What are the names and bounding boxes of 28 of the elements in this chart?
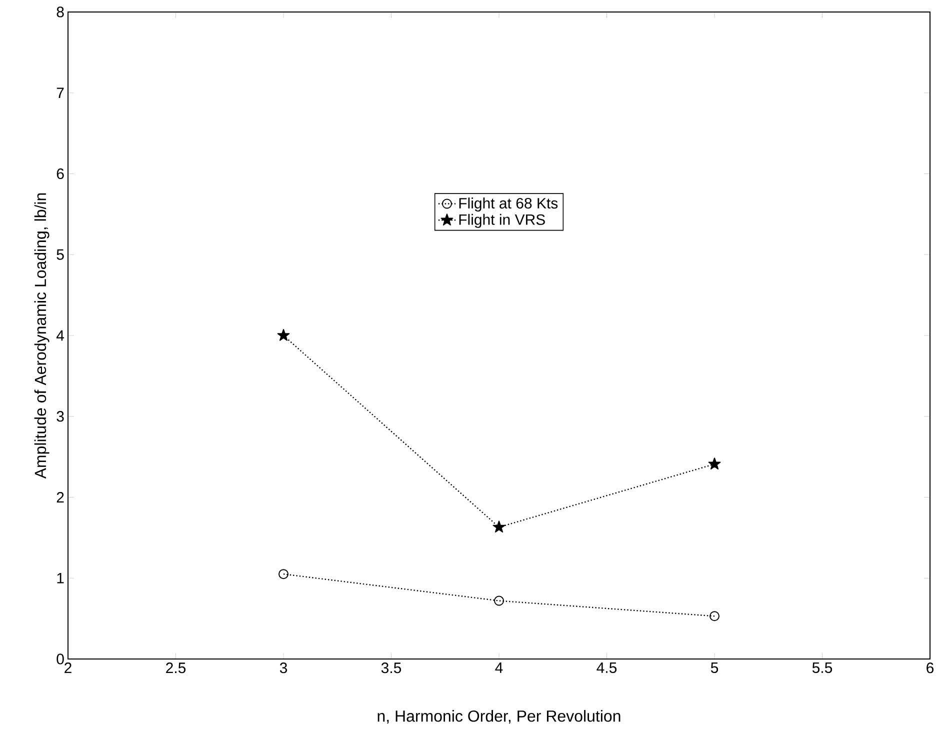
y-tick-label: 4	[56, 330, 64, 341]
point	[278, 569, 288, 580]
y-tick-label: 5	[56, 249, 64, 260]
y-tick-label: 1	[57, 572, 64, 584]
point	[277, 328, 290, 341]
point	[492, 520, 506, 533]
y-tick-label: 0	[56, 654, 64, 664]
x-tick-label: 6	[926, 662, 934, 674]
y-tick-label: 2	[56, 492, 64, 502]
legend-label: Flight in VRS	[459, 214, 545, 228]
x-tick-label: 3	[280, 662, 288, 674]
legend-label: Flight at 68 Kts	[459, 198, 558, 212]
point	[710, 611, 720, 622]
y-tick-label: 7	[56, 88, 64, 98]
x-tick-label: 4	[495, 662, 503, 673]
y-tick-label: 6	[56, 168, 64, 180]
y-tick-label: 3	[56, 411, 64, 422]
x-tick-label: 2.5	[166, 662, 186, 674]
point	[708, 458, 721, 470]
point	[494, 596, 504, 606]
x-tick-label: 3.5	[381, 662, 402, 674]
x-tick-label: 4.5	[596, 662, 617, 673]
x-tick-label: 5.5	[812, 662, 832, 673]
x-tick-label: 2	[64, 662, 72, 674]
y-axis-title: Amplitude of Aerodynamic Loading, lb/in	[34, 193, 50, 479]
x-axis-title: n, Harmonic Order, Per Revolution	[378, 710, 620, 724]
x-tick-label: 5	[710, 662, 718, 673]
y-tick-label: 8	[56, 6, 64, 18]
